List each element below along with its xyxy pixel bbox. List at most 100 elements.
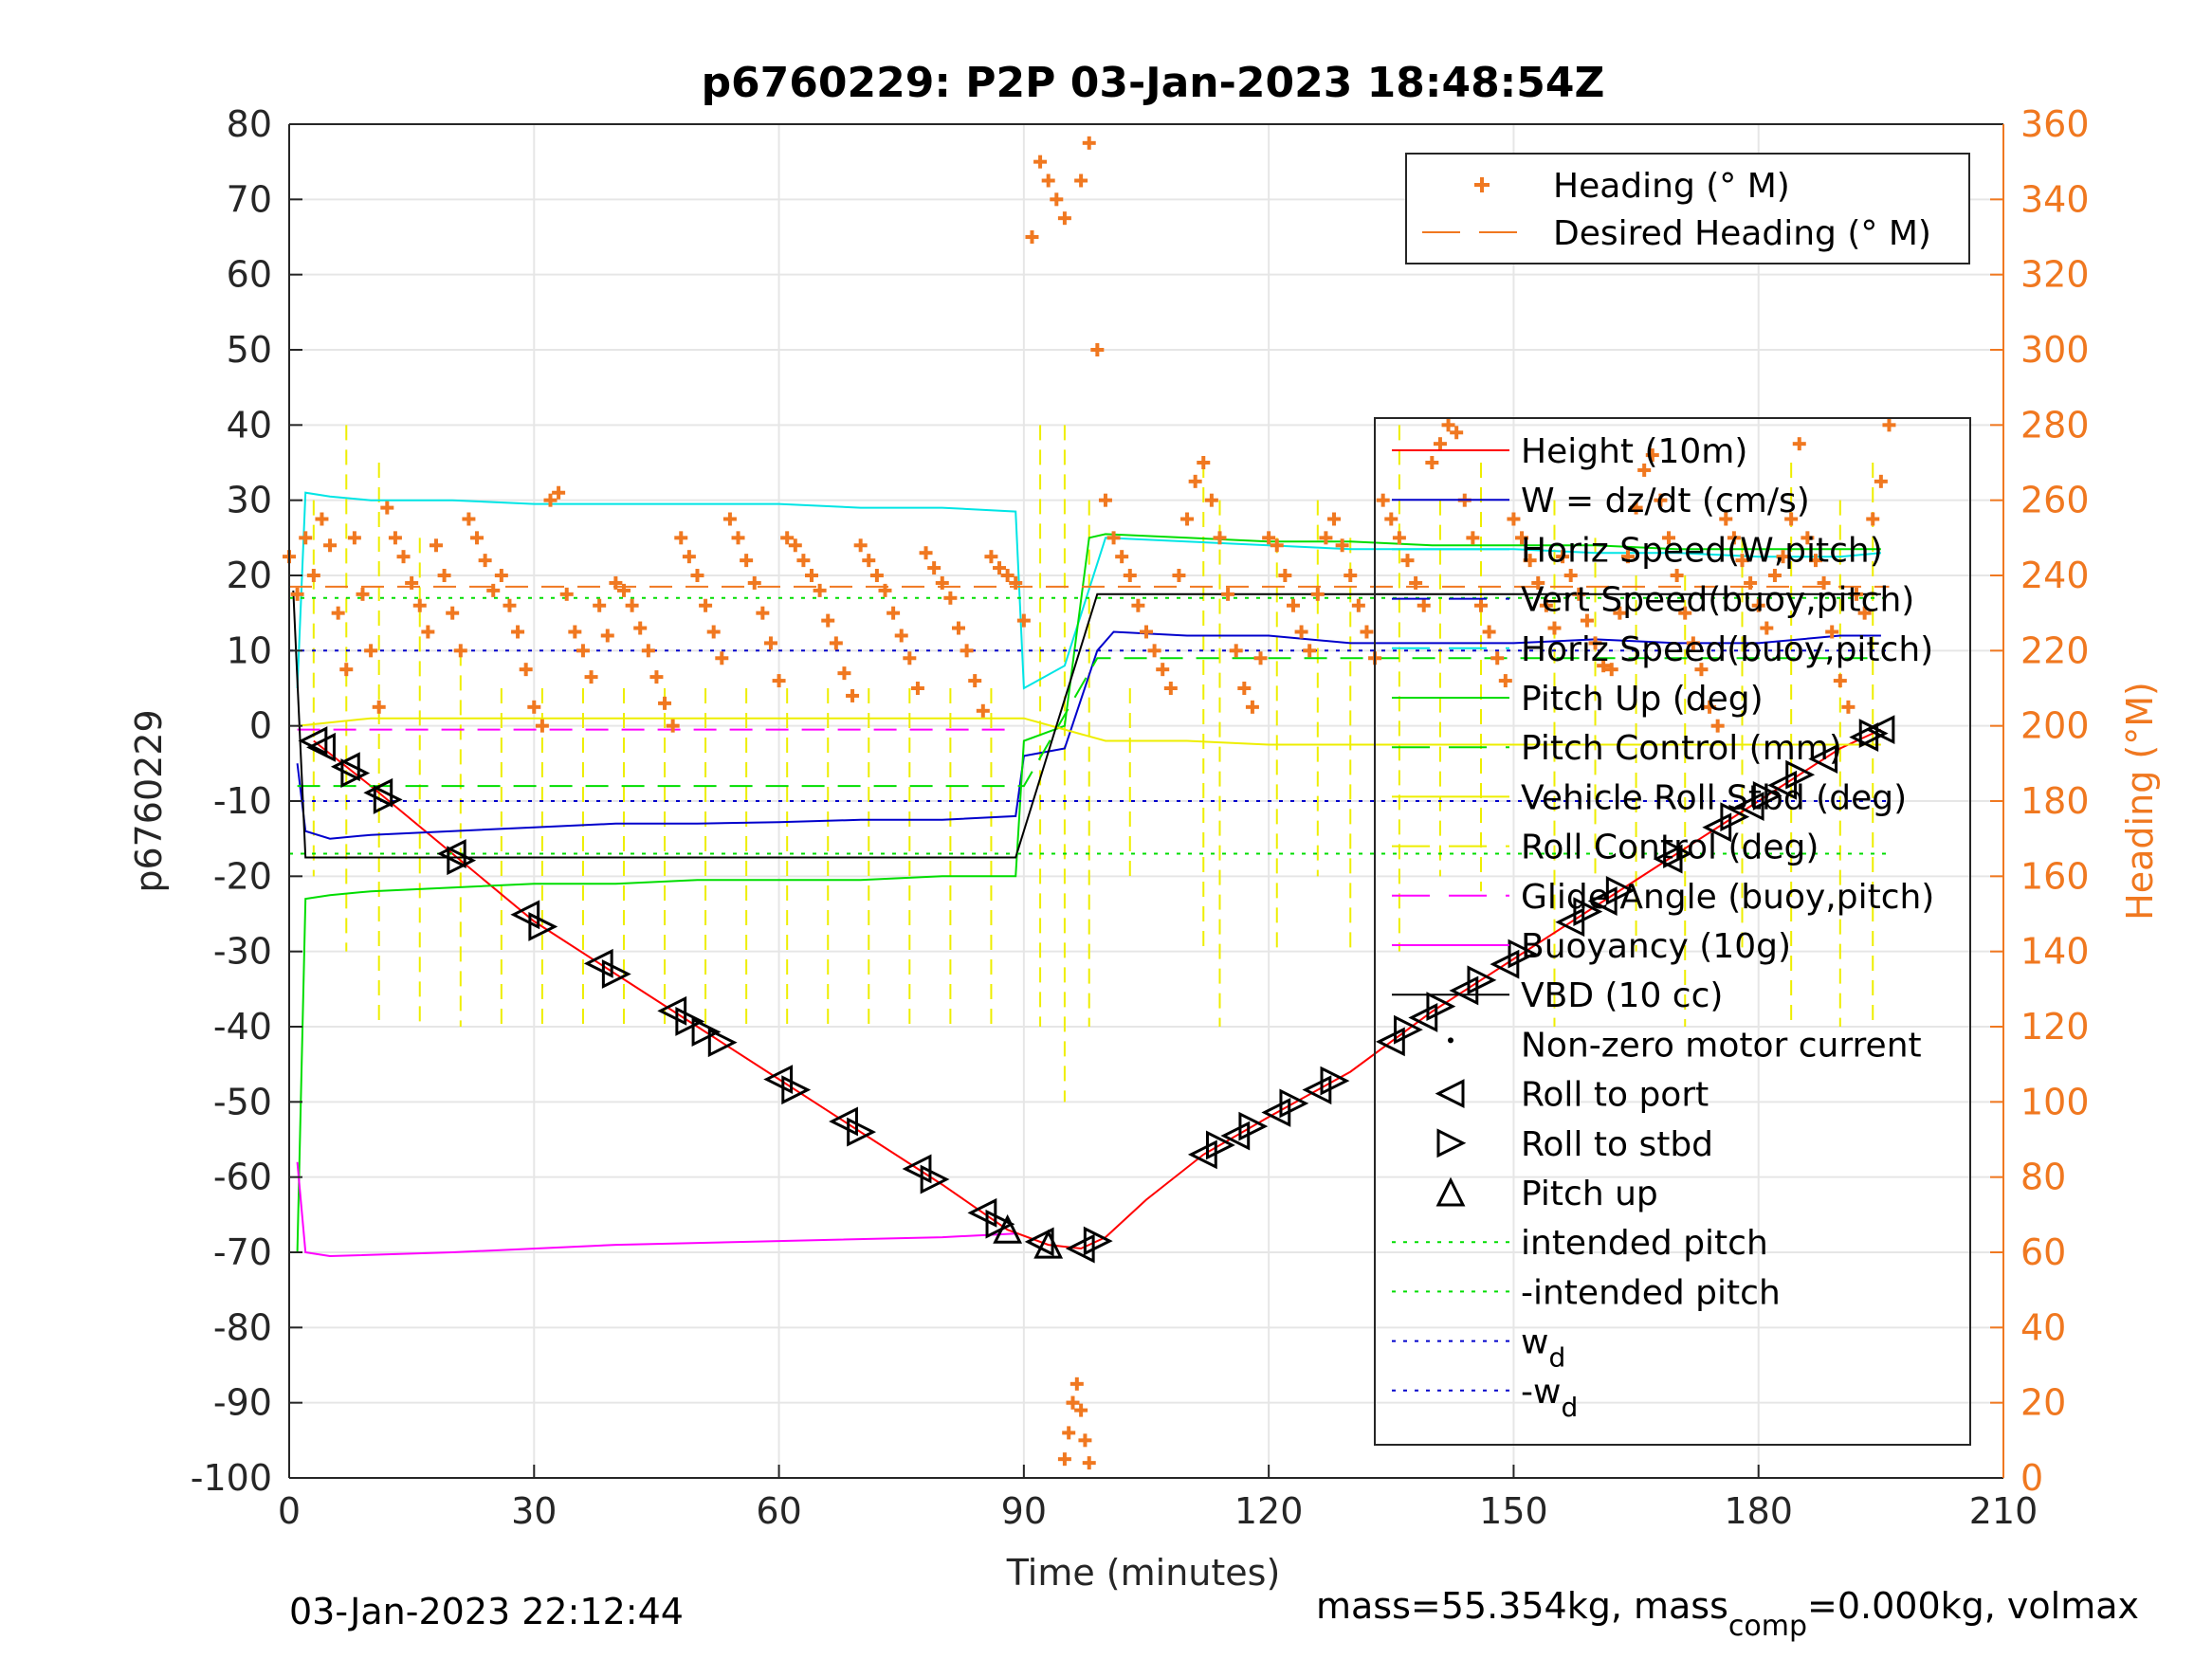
y2-tick-label: 160 [2020, 855, 2090, 897]
heading-point [494, 569, 508, 582]
heading-point [584, 670, 598, 684]
heading-point [674, 531, 688, 545]
heading-point [887, 606, 901, 620]
heading-point [1629, 501, 1643, 515]
event-marker-right [1663, 839, 1692, 868]
series-line [296, 1161, 1016, 1258]
heading-point [1016, 613, 1031, 628]
heading-point [862, 554, 876, 568]
y-tick-label: 60 [227, 254, 272, 296]
heading-point [1654, 493, 1668, 507]
y-tick-label: -30 [213, 931, 272, 973]
event-marker-left [298, 726, 328, 756]
x-tick-label: 30 [511, 1490, 557, 1532]
event-marker-left [1767, 770, 1798, 800]
heading-point [951, 621, 965, 635]
y-tick-label: -100 [191, 1457, 272, 1499]
heading-point [1090, 343, 1105, 356]
heading-point [1808, 554, 1822, 568]
heading-point [535, 719, 549, 733]
legend-main-label: Pitch up [1521, 1175, 1658, 1213]
heading-point [1041, 173, 1055, 188]
event-marker-right [1320, 1066, 1350, 1096]
event-marker-right [691, 1017, 722, 1047]
series-line [297, 717, 1881, 746]
event-marker-right [1426, 992, 1456, 1022]
y-tick-label: 10 [227, 629, 272, 671]
legend-main-label: Non-zero motor current [1521, 1026, 1922, 1065]
heading-point [559, 587, 574, 601]
heading-point [1874, 474, 1888, 488]
event-marker-left [1490, 949, 1520, 979]
chart-title: p6760229: P2P 03-Jan-2023 18:48:54Z [702, 59, 1605, 107]
heading-point [1078, 1433, 1092, 1448]
heading-point [1825, 625, 1839, 639]
legend-main-tri-right [1436, 1128, 1467, 1158]
event-marker-right [985, 1209, 1015, 1239]
x-tick-label: 60 [756, 1490, 801, 1532]
heading-point [437, 569, 451, 582]
heading-point [796, 554, 811, 568]
x-axis-label: Time (minutes) [1006, 1552, 1281, 1594]
legend-main-label-sub: d [1548, 1342, 1565, 1374]
event-marker-right [1752, 781, 1782, 811]
heading-point [984, 550, 998, 564]
heading-point [1050, 192, 1064, 207]
y-tick-label: 20 [227, 555, 272, 596]
heading-point [1767, 569, 1782, 582]
heading-point [1106, 531, 1121, 545]
y2-tick-label: 220 [2020, 629, 2090, 671]
y-tick-label: -80 [213, 1306, 272, 1348]
heading-point [1588, 636, 1602, 650]
legend-main-label-text: Glide Angle (buoy,pitch) [1521, 878, 1934, 917]
legend-main-label-text: w [1521, 1323, 1548, 1362]
x-tick-label: 90 [1001, 1490, 1047, 1532]
series-line [296, 533, 1881, 1253]
heading-point [1221, 587, 1235, 601]
heading-point [1547, 621, 1562, 635]
y2-tick-label: 300 [2020, 329, 2090, 371]
heading-point [339, 663, 354, 677]
event-marker-up [1033, 1229, 1064, 1259]
heading-point [1531, 575, 1545, 590]
heading-point [1441, 418, 1455, 432]
y-tick-label: -60 [213, 1157, 272, 1198]
event-marker-right [781, 1075, 812, 1105]
y-axis-label: p6760229 [128, 709, 170, 892]
heading-point [747, 575, 761, 590]
heading-point [1833, 674, 1847, 688]
heading-point [935, 575, 949, 590]
heading-point [462, 512, 476, 526]
heading-point [960, 644, 974, 658]
heading-point [616, 583, 631, 597]
heading-point [1409, 575, 1423, 590]
y-tick-label: 70 [227, 178, 272, 220]
event-marker-right [707, 1028, 738, 1058]
heading-point [869, 569, 884, 582]
event-marker-right [1238, 1111, 1269, 1141]
x-tick-label: 180 [1724, 1490, 1793, 1532]
event-marker-right [920, 1164, 950, 1194]
heading-point [1310, 587, 1325, 601]
y2-tick-label: 280 [2020, 404, 2090, 446]
heading-point [706, 625, 721, 639]
heading-point [1082, 136, 1096, 150]
heading-point [576, 644, 590, 658]
heading-point [429, 538, 443, 553]
y2-tick-label: 40 [2020, 1306, 2066, 1348]
heading-point [1066, 1395, 1080, 1410]
heading-point [1515, 531, 1529, 545]
legend-main-label: W = dz/dt (cm/s) [1521, 482, 1810, 520]
heading-point [658, 696, 672, 710]
series-group [283, 136, 1896, 1470]
x-tick-label: 150 [1479, 1490, 1548, 1532]
y2-tick-label: 140 [2020, 931, 2090, 973]
legend-main-tri-up [1435, 1176, 1466, 1207]
heading-point [1850, 587, 1864, 601]
legend-main-label-text: Pitch Control (mm) [1521, 729, 1842, 768]
legend-main-label: wd [1521, 1323, 1565, 1374]
heading-point [903, 651, 917, 665]
heading-point [1703, 700, 1717, 714]
heading-point [1482, 625, 1496, 639]
heading-point [1262, 531, 1276, 545]
